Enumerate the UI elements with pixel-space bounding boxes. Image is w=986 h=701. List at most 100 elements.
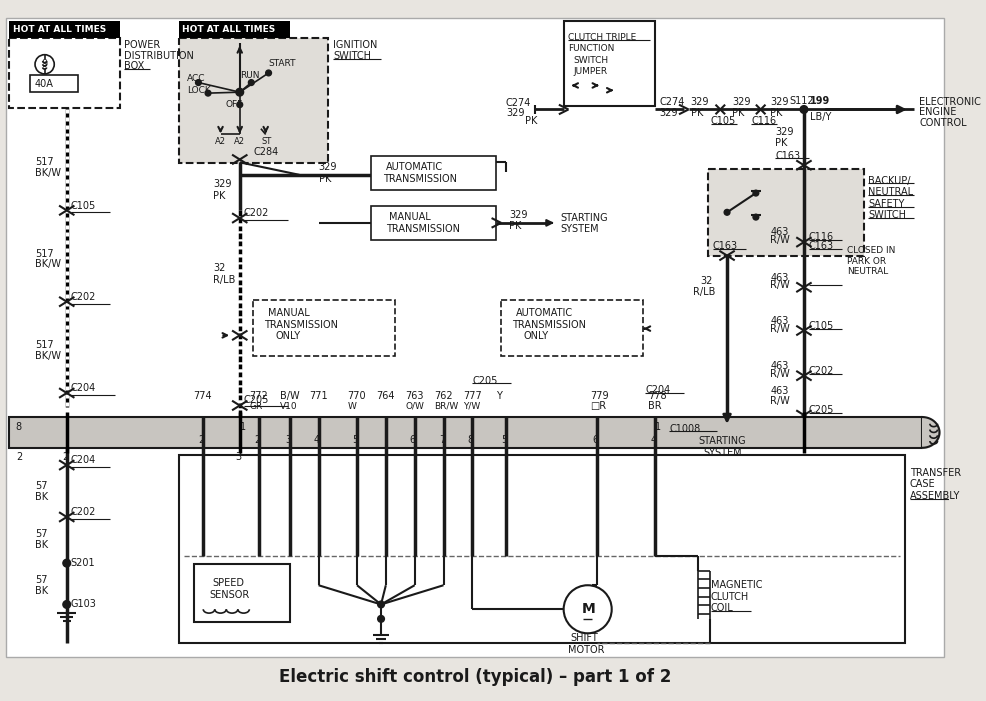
- Text: TRANSMISSION: TRANSMISSION: [264, 320, 338, 329]
- Text: 32: 32: [700, 275, 713, 285]
- Circle shape: [195, 80, 201, 86]
- Text: 57: 57: [35, 481, 47, 491]
- Circle shape: [753, 215, 759, 220]
- Text: C204: C204: [71, 383, 96, 393]
- Text: C163: C163: [809, 241, 834, 251]
- Text: W: W: [347, 402, 356, 411]
- Text: PK: PK: [526, 116, 537, 126]
- Text: 32: 32: [213, 263, 225, 273]
- Text: 329: 329: [770, 97, 789, 107]
- Text: CLUTCH TRIPLE: CLUTCH TRIPLE: [569, 33, 637, 42]
- Text: STARTING: STARTING: [698, 436, 745, 446]
- Text: Electric shift control (typical) – part 1 of 2: Electric shift control (typical) – part …: [279, 667, 671, 686]
- Text: 772: 772: [249, 391, 268, 401]
- Text: C284: C284: [253, 147, 278, 157]
- Text: 8: 8: [16, 421, 22, 432]
- Text: SWITCH: SWITCH: [869, 210, 906, 220]
- Text: 517: 517: [35, 249, 53, 259]
- Text: 463: 463: [770, 228, 789, 238]
- Circle shape: [378, 615, 385, 622]
- Text: R/W: R/W: [770, 324, 790, 334]
- Text: SHIFT: SHIFT: [570, 633, 599, 643]
- Text: Y: Y: [496, 391, 502, 401]
- Text: C105: C105: [711, 116, 736, 126]
- Text: POWER: POWER: [124, 40, 161, 50]
- Text: 57: 57: [35, 529, 47, 539]
- Circle shape: [237, 102, 243, 107]
- Bar: [501, 300, 644, 355]
- Text: AUTOMATIC: AUTOMATIC: [516, 308, 573, 318]
- Text: ONLY: ONLY: [275, 332, 301, 341]
- Text: PK: PK: [213, 191, 225, 201]
- Bar: [708, 169, 864, 256]
- Text: JUMPER: JUMPER: [573, 67, 607, 76]
- Text: PK: PK: [509, 221, 522, 231]
- Text: OFF: OFF: [226, 100, 243, 109]
- Text: ACC: ACC: [187, 74, 205, 83]
- Text: RUN: RUN: [240, 72, 259, 81]
- Text: ENGINE: ENGINE: [919, 107, 956, 117]
- Circle shape: [63, 601, 71, 608]
- Text: 517: 517: [35, 157, 53, 168]
- Text: C105: C105: [809, 321, 834, 331]
- Text: G103: G103: [71, 599, 97, 609]
- Text: 57: 57: [35, 576, 47, 585]
- Text: MANUAL: MANUAL: [267, 308, 310, 318]
- Circle shape: [205, 90, 211, 96]
- Text: DISTRIBUTION: DISTRIBUTION: [124, 50, 194, 61]
- Bar: [9, 417, 922, 448]
- Text: C202: C202: [244, 208, 269, 218]
- Text: 771: 771: [309, 391, 327, 401]
- Text: R/W: R/W: [770, 280, 790, 290]
- Text: NEUTRAL: NEUTRAL: [869, 187, 913, 197]
- Text: 329: 329: [506, 109, 525, 118]
- Text: 329: 329: [213, 179, 232, 189]
- Text: R/W: R/W: [770, 395, 790, 406]
- Text: 3: 3: [235, 452, 241, 463]
- Text: CONTROL: CONTROL: [919, 118, 967, 128]
- Text: 5: 5: [352, 435, 359, 445]
- Text: 463: 463: [770, 273, 789, 283]
- Text: STARTING: STARTING: [561, 213, 608, 223]
- Text: LB/Y: LB/Y: [810, 112, 831, 122]
- Text: C116: C116: [751, 116, 776, 126]
- Text: 1: 1: [240, 421, 246, 432]
- Text: BR: BR: [648, 402, 662, 411]
- Text: 329: 329: [509, 210, 528, 220]
- Text: MANUAL: MANUAL: [388, 212, 431, 222]
- Text: 329: 329: [775, 127, 794, 137]
- Text: R/LB: R/LB: [693, 287, 716, 297]
- Text: ONLY: ONLY: [524, 332, 548, 341]
- Bar: [372, 156, 496, 190]
- Text: PARK OR: PARK OR: [847, 257, 886, 266]
- Text: C205: C205: [472, 376, 498, 386]
- Text: 778: 778: [648, 391, 667, 401]
- Bar: [372, 205, 496, 240]
- Text: SYSTEM: SYSTEM: [703, 448, 741, 458]
- Text: 4: 4: [314, 435, 319, 445]
- Text: BK: BK: [35, 492, 48, 502]
- Bar: [9, 39, 119, 107]
- Text: S112: S112: [790, 96, 814, 106]
- Text: START: START: [268, 59, 296, 68]
- Circle shape: [248, 80, 254, 86]
- Text: M: M: [582, 602, 596, 616]
- Text: 764: 764: [377, 391, 394, 401]
- Text: 2: 2: [254, 435, 260, 445]
- Text: 2: 2: [62, 452, 68, 463]
- Text: 779: 779: [591, 391, 609, 401]
- Text: ELECTRONIC: ELECTRONIC: [919, 97, 981, 107]
- Bar: [179, 21, 290, 39]
- Text: 463: 463: [770, 386, 789, 396]
- Text: C204: C204: [646, 385, 670, 395]
- Text: 2: 2: [16, 452, 22, 463]
- Text: C105: C105: [71, 200, 96, 210]
- Text: BACKUP/: BACKUP/: [869, 175, 911, 186]
- Text: C202: C202: [809, 366, 834, 376]
- Text: HOT AT ALL TIMES: HOT AT ALL TIMES: [13, 25, 106, 34]
- Text: BK/W: BK/W: [35, 168, 61, 178]
- Text: SPEED: SPEED: [213, 578, 245, 588]
- Text: BK/W: BK/W: [35, 350, 61, 360]
- Bar: [9, 21, 119, 39]
- Text: CLOSED IN: CLOSED IN: [847, 246, 895, 255]
